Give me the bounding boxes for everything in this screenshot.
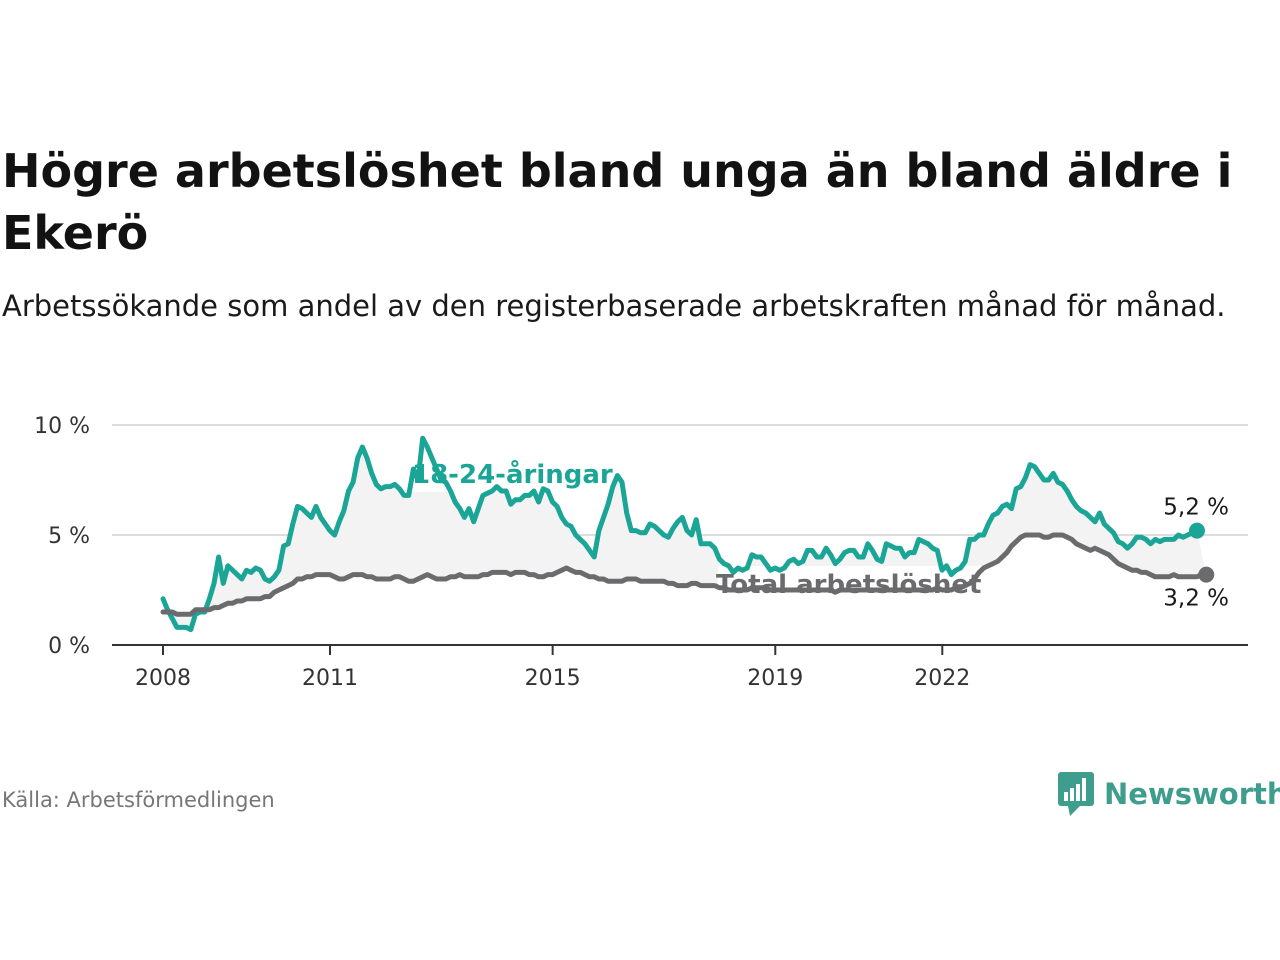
youth-line	[160, 435, 1200, 633]
x-tick-label: 2011	[302, 666, 358, 691]
y-tick-label: 0 %	[48, 634, 90, 659]
page-title: Högre arbetslöshet bland unga än bland ä…	[2, 144, 1233, 260]
y-tick-label: 10 %	[34, 414, 90, 439]
total-line	[160, 532, 1209, 617]
x-tick-label: 2022	[914, 666, 970, 691]
line-chart: 0 % 5 % 10 % 2008 2011 2015 2019 2022 18-24-åri…	[34, 414, 1248, 691]
youth-end-label: 5,2 %	[1163, 495, 1229, 521]
x-tick-label: 2019	[747, 666, 803, 691]
total-end-point	[1198, 566, 1215, 583]
total-end-label: 3,2 %	[1163, 586, 1229, 612]
x-tick-label: 2015	[525, 666, 581, 691]
brand-name: Newsworthy	[1104, 777, 1280, 811]
total-series-label: Total arbetslöshet	[716, 570, 981, 600]
y-tick-label: 5 %	[48, 524, 90, 549]
x-axis: 0 % 5 % 10 % 2008 2011 2015 2019 2022	[34, 414, 1248, 691]
chart-marks: 18-24-åringar Total arbetslöshet 5,2 % 3,2 …	[412, 458, 1229, 612]
youth-series-label: 18-24-åringar	[412, 458, 613, 490]
label-halo	[408, 452, 988, 600]
youth-end-point	[1189, 522, 1205, 539]
page-subtitle: Arbetssökande som andel av den registerb…	[2, 289, 1226, 323]
brand-logo: Newsworthy	[1058, 772, 1280, 816]
x-tick-label: 2008	[135, 666, 191, 691]
bar-chart-bubble-icon	[1058, 772, 1094, 816]
source-note: Källa: Arbetsförmedlingen	[2, 788, 275, 812]
